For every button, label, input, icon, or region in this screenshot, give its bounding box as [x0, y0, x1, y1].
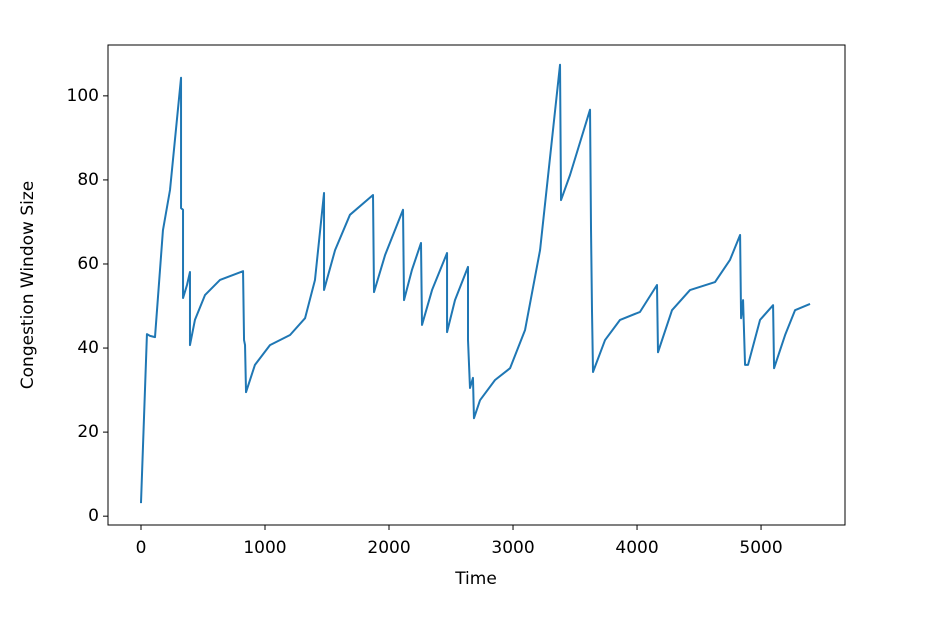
y-axis-label: Congestion Window Size [18, 181, 38, 389]
x-tick-label: 5000 [739, 538, 782, 558]
y-tick-label: 60 [77, 254, 99, 274]
y-tick-label: 40 [77, 338, 99, 358]
x-axis-label: Time [454, 569, 497, 589]
x-tick-label: 1000 [243, 538, 286, 558]
y-tick-label: 0 [88, 506, 99, 526]
x-tick-label: 2000 [367, 538, 410, 558]
x-tick-label: 4000 [615, 538, 658, 558]
x-tick-label: 0 [136, 538, 147, 558]
x-tick-label: 3000 [491, 538, 534, 558]
y-tick-label: 100 [67, 86, 99, 106]
plot-frame [107, 44, 846, 526]
y-tick-label: 20 [77, 422, 99, 442]
line [139, 63, 811, 504]
y-tick-label: 80 [77, 170, 99, 190]
